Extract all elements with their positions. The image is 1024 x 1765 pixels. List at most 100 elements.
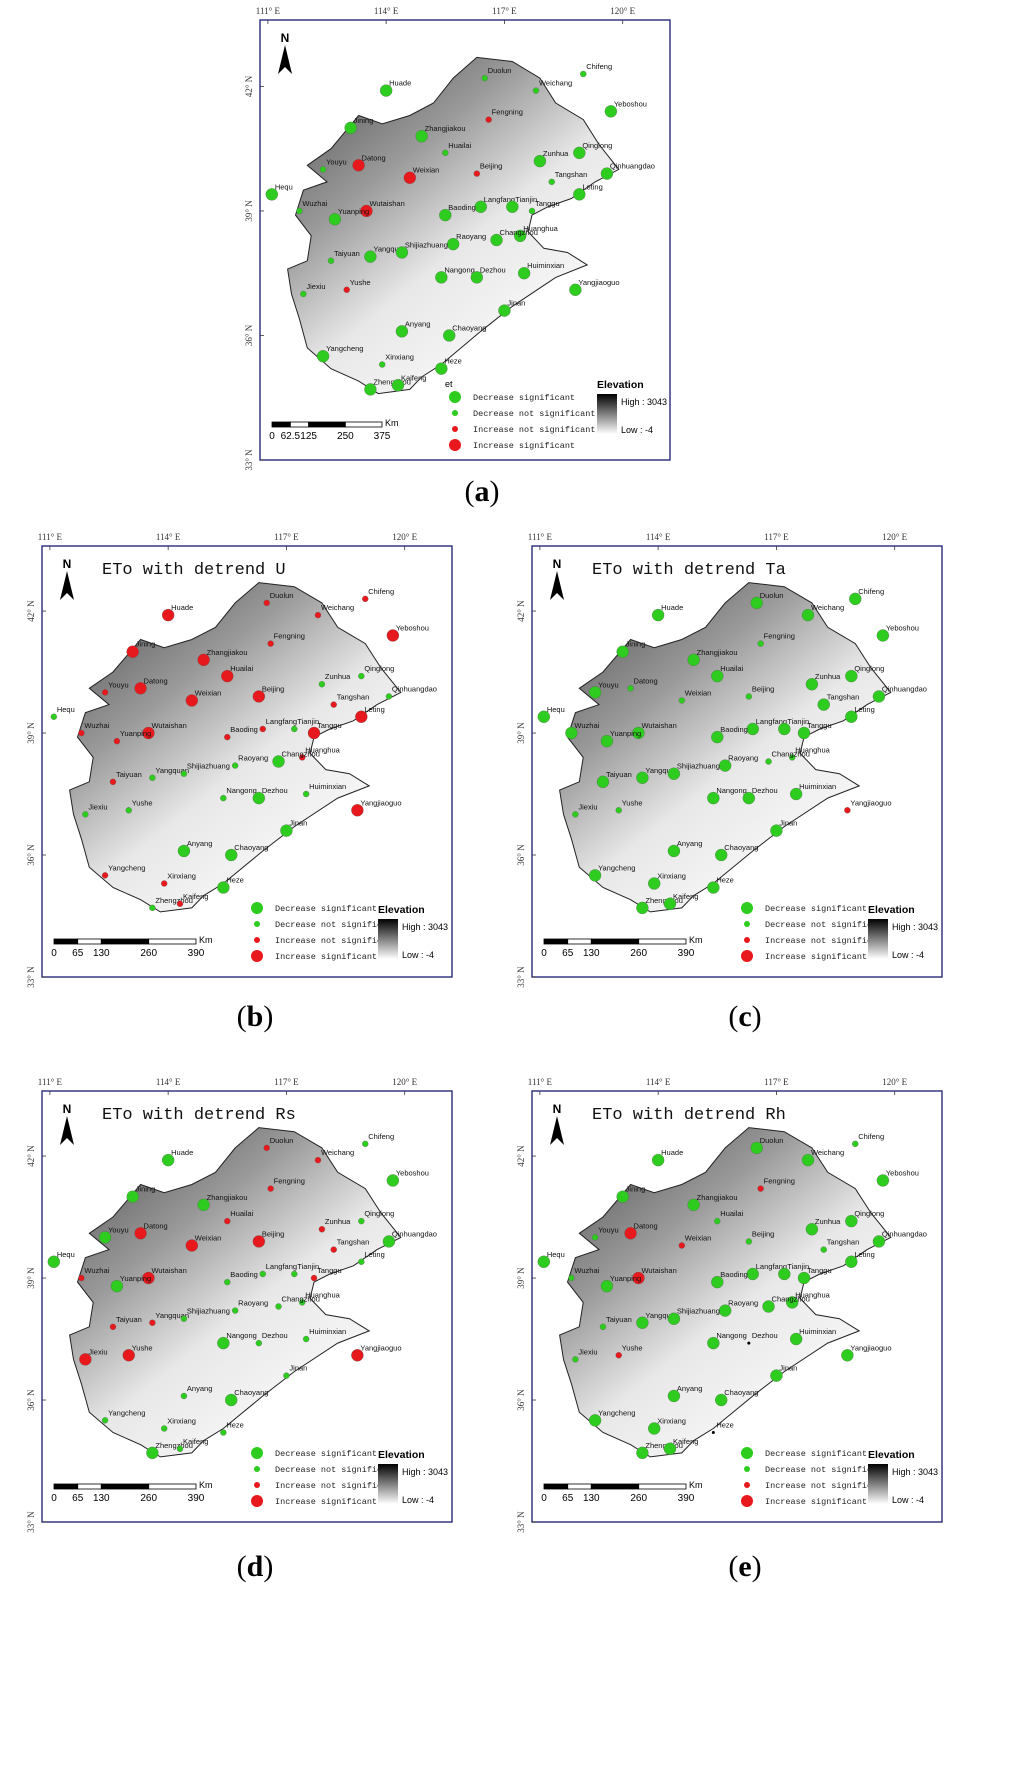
station-label: Wuzhai — [84, 721, 109, 730]
station-marker — [330, 701, 337, 708]
north-label: N — [63, 1102, 72, 1116]
station-label: Zhangjiakou — [207, 648, 248, 657]
station-marker — [652, 608, 665, 622]
panel-label-b: (b) — [236, 1000, 274, 1033]
station-label: Qinhuangdao — [392, 1229, 437, 1238]
station-label: Zhengzhou — [155, 896, 193, 905]
legend-item-label: Increase not significant — [275, 1481, 397, 1491]
station-marker — [221, 669, 234, 683]
station-label: Zunhua — [325, 1217, 351, 1226]
station-label: Zhengzhou — [373, 377, 411, 386]
station-label: Nangong — [716, 786, 746, 795]
scale-bar-label: 65 — [72, 948, 84, 959]
station-marker — [134, 1227, 147, 1240]
station-label: Jining — [136, 640, 156, 649]
station-label: Jining — [354, 116, 374, 125]
station-label: Datong — [634, 676, 658, 685]
station-label: Nangong — [226, 786, 256, 795]
station-marker — [498, 304, 511, 317]
station-marker — [122, 1349, 135, 1362]
station-label: Jiexiu — [88, 1347, 107, 1356]
station-label: Leting — [582, 182, 602, 191]
station-label: Yangquan — [155, 766, 189, 775]
station-marker — [126, 645, 139, 658]
station-label: Zunhua — [815, 672, 841, 681]
station-label: Tanggu — [317, 1266, 342, 1275]
station-marker — [678, 1242, 685, 1249]
station-marker — [687, 653, 700, 666]
lon-tick-label: 114° E — [156, 532, 181, 542]
station-marker — [442, 149, 449, 156]
elevation-color-ramp — [597, 394, 617, 434]
station-marker — [876, 1174, 890, 1187]
station-label: Duolun — [760, 1136, 784, 1145]
station-marker — [395, 325, 409, 338]
station-marker — [667, 1312, 681, 1325]
station-label: Yeboshou — [886, 1168, 919, 1177]
scale-bar-segment — [271, 421, 291, 428]
lon-tick-label: 114° E — [156, 1077, 181, 1087]
map-frame — [41, 545, 453, 978]
station-label: Kaifeng — [673, 1437, 698, 1446]
station-marker — [506, 200, 519, 213]
scale-bar-segment — [308, 421, 346, 428]
station-label: Yangjiaoguo — [578, 278, 619, 287]
station-marker — [789, 754, 796, 761]
station-marker — [707, 881, 720, 894]
station-label: Yangjiaoguo — [850, 1343, 891, 1352]
station-label: Huade — [171, 1148, 193, 1157]
station-label: Yangquan — [155, 1311, 189, 1320]
station-label: Tianjin — [787, 717, 809, 726]
scale-bar-label: 390 — [188, 1493, 205, 1504]
station-label: Wuzhai — [84, 1266, 109, 1275]
north-arrow-icon — [60, 1116, 74, 1145]
station-marker — [845, 669, 858, 683]
station-marker — [750, 596, 763, 610]
station-marker — [161, 1425, 168, 1432]
station-marker — [443, 329, 456, 342]
station-marker — [379, 361, 386, 368]
scale-bar-unit: Km — [199, 1480, 213, 1490]
station-marker — [318, 1226, 326, 1233]
station-marker — [364, 383, 377, 396]
station-marker — [259, 1270, 266, 1278]
legend-item-label: Increase significant — [765, 1497, 867, 1507]
station-marker — [624, 1227, 637, 1240]
station-label: Huade — [661, 603, 683, 612]
station-marker — [770, 1369, 783, 1382]
lon-tick-label: 111° E — [256, 6, 281, 16]
station-label: Fengning — [492, 108, 523, 117]
station-marker — [872, 1235, 886, 1248]
station-label: Leting — [364, 1250, 384, 1259]
station-marker — [299, 1299, 306, 1306]
legend-marker — [741, 1447, 753, 1459]
elevation-high-label: High : 3043 — [621, 397, 667, 407]
station-label: Yeboshou — [886, 623, 919, 632]
lon-tick-label: 111° E — [38, 532, 63, 542]
scale-bar-label: 390 — [188, 948, 205, 959]
station-marker — [176, 1445, 184, 1452]
station-label: Langfang — [266, 1262, 297, 1271]
station-marker — [162, 1153, 175, 1167]
scale-bar-segment — [289, 421, 310, 428]
station-marker — [110, 1280, 124, 1293]
station-marker — [568, 1274, 575, 1282]
scale-bar-label: 65 — [562, 1493, 574, 1504]
station-label: Tianjin — [297, 717, 319, 726]
station-label: Zhangjiakou — [697, 1193, 738, 1202]
station-marker — [78, 729, 85, 737]
legend-item-label: Decrease not significant — [765, 920, 887, 930]
station-label: Weichang — [321, 1148, 354, 1157]
station-label: Nangong — [444, 265, 474, 274]
station-label: Langfang — [756, 1262, 787, 1271]
lat-tick-label: 33° N — [516, 1511, 526, 1533]
station-label: Zunhua — [543, 149, 569, 158]
station-label: Hequ — [275, 182, 293, 191]
station-label: Tanggu — [535, 199, 560, 208]
station-label: Zhengzhou — [645, 896, 683, 905]
lat-tick-label: 42° N — [244, 75, 254, 97]
scale-bar-label: 62.5 — [281, 431, 301, 442]
station-label: Shijiazhuang — [405, 240, 448, 249]
station-marker — [746, 722, 759, 736]
elevation-high-label: High : 3043 — [892, 922, 938, 932]
